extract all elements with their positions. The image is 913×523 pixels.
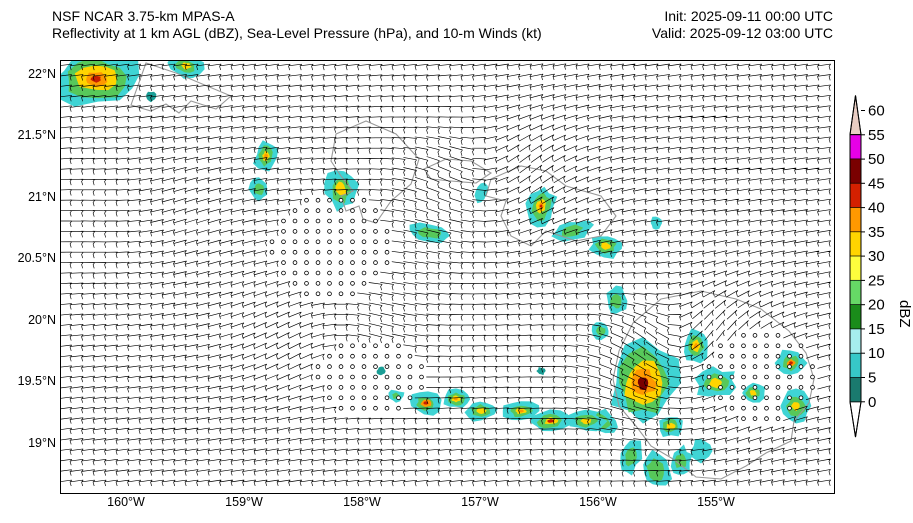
svg-text:55: 55 — [868, 127, 885, 144]
svg-text:20: 20 — [868, 297, 885, 314]
svg-text:50: 50 — [868, 151, 885, 168]
svg-text:30: 30 — [868, 248, 885, 265]
svg-text:35: 35 — [868, 224, 885, 241]
svg-text:5: 5 — [868, 370, 876, 387]
svg-text:15: 15 — [868, 321, 885, 338]
svg-text:45: 45 — [868, 175, 885, 192]
svg-text:dBZ: dBZ — [896, 300, 913, 328]
svg-text:0: 0 — [868, 394, 876, 411]
svg-text:10: 10 — [868, 345, 885, 362]
svg-text:60: 60 — [868, 103, 885, 120]
svg-text:25: 25 — [868, 272, 885, 289]
svg-text:40: 40 — [868, 200, 885, 217]
